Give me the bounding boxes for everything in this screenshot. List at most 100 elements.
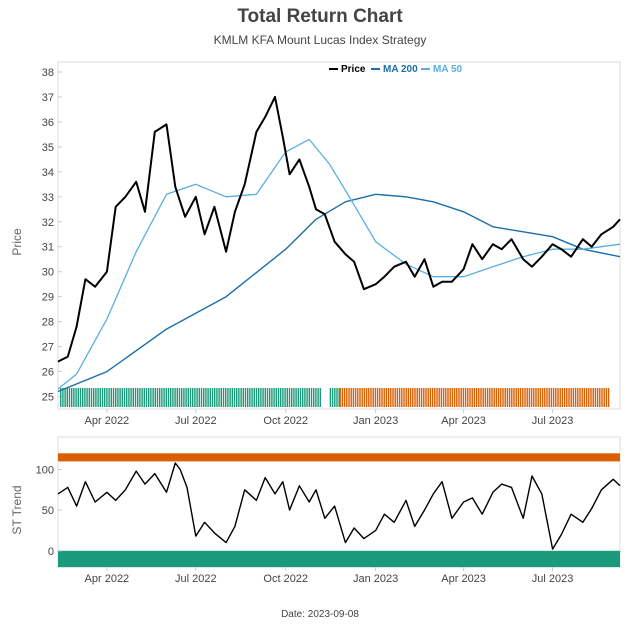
regime-bar (271, 388, 273, 407)
regime-bar (260, 388, 262, 407)
regime-bar (183, 388, 185, 407)
regime-bar (187, 388, 189, 407)
regime-bar (515, 388, 517, 407)
regime-bar (449, 388, 451, 407)
regime-bar (559, 388, 561, 407)
regime-bar (75, 388, 77, 407)
regime-bar (343, 388, 346, 407)
regime-bar (79, 388, 82, 407)
regime-bar (363, 388, 366, 407)
regime-bar (68, 388, 71, 407)
regime-bar (220, 388, 222, 407)
regime-bar (420, 388, 423, 407)
regime-bar (198, 388, 200, 407)
regime-bar (552, 388, 555, 407)
regime-bar (365, 388, 368, 407)
regime-bar (504, 388, 506, 407)
regime-bar (130, 388, 132, 407)
regime-bar (104, 388, 106, 407)
regime-bar (338, 388, 340, 407)
regime-bar (258, 388, 260, 407)
regime-bar (423, 388, 425, 407)
price-y-tick-label: 35 (42, 142, 54, 154)
regime-bar (134, 388, 137, 407)
st-trend-line (57, 462, 621, 550)
regime-bar (407, 388, 410, 407)
regime-bar (293, 388, 295, 407)
regime-bar (548, 388, 550, 407)
regime-bar (319, 388, 321, 407)
regime-bar (339, 388, 341, 407)
regime-bar (150, 388, 152, 407)
regime-bar (97, 388, 99, 407)
price-x-tick-label: Apr 2022 (85, 415, 130, 427)
regime-bar (361, 388, 363, 407)
regime-bar (462, 388, 465, 407)
regime-bar (396, 388, 399, 407)
regime-bar (381, 388, 383, 407)
regime-bar (533, 388, 535, 407)
price-x-tick-label: Jan 2023 (353, 415, 398, 427)
regime-bar (244, 388, 247, 407)
regime-bar (434, 388, 436, 407)
regime-bar (99, 388, 101, 407)
price-x-tick-label: Oct 2022 (263, 415, 308, 427)
regime-bar (460, 388, 462, 407)
regime-bar (607, 388, 610, 407)
regime-bar (73, 388, 75, 407)
regime-bar (273, 388, 275, 407)
price-y-tick-label: 26 (42, 367, 54, 379)
regime-bar (526, 388, 528, 407)
regime-bar (341, 388, 344, 407)
regime-bar (310, 388, 313, 407)
regime-bar (390, 388, 392, 407)
regime-bar (352, 388, 355, 407)
price-panel: 25 26 27 28 29 30 31 32 33 34 35 36 37 38 Apr 2022 Jul… (10, 61, 621, 427)
regime-bar (403, 388, 405, 407)
regime-bar (84, 388, 86, 407)
regime-bar (561, 388, 564, 407)
regime-bar (156, 388, 159, 407)
st-trend-x-tick-label: Apr 2023 (441, 573, 486, 585)
regime-bar (236, 388, 238, 407)
regime-bar (592, 388, 594, 407)
regime-bar (482, 388, 484, 407)
regime-bar (480, 388, 482, 407)
regime-bar (577, 388, 579, 407)
regime-bar (62, 388, 64, 407)
regime-bar (139, 388, 141, 407)
price-y-tick-label: 33 (42, 192, 54, 204)
regime-bar (315, 388, 317, 407)
regime-bar (385, 388, 388, 407)
legend: Price MA 200 MA 50 (329, 64, 463, 75)
regime-bar (383, 388, 385, 407)
regime-bar (117, 388, 119, 407)
regime-bar (266, 388, 269, 407)
regime-bull-segment (329, 388, 340, 407)
regime-bar (185, 388, 187, 407)
regime-bars (60, 388, 610, 407)
regime-bar (88, 388, 90, 407)
price-x-tick-label: Apr 2023 (441, 415, 486, 427)
regime-bar (506, 388, 509, 407)
regime-bar (517, 388, 520, 407)
regime-bar (277, 388, 280, 407)
regime-bar (555, 388, 557, 407)
regime-bar (145, 388, 148, 407)
regime-bar (368, 388, 370, 407)
regime-bar (216, 388, 218, 407)
price-y-axis-title: Price (10, 228, 24, 256)
st-trend-x-tick-label: Apr 2022 (85, 573, 130, 585)
regime-bar (519, 388, 522, 407)
regime-bar (588, 388, 590, 407)
regime-bar (585, 388, 588, 407)
regime-bar (194, 388, 196, 407)
regime-bar (563, 388, 566, 407)
regime-bar (394, 388, 396, 407)
st-trend-y-tick-label: 100 (36, 465, 54, 477)
regime-bar (467, 388, 469, 407)
price-y-tick-label: 31 (42, 242, 54, 254)
regime-bar (302, 388, 304, 407)
regime-bar (242, 388, 244, 407)
